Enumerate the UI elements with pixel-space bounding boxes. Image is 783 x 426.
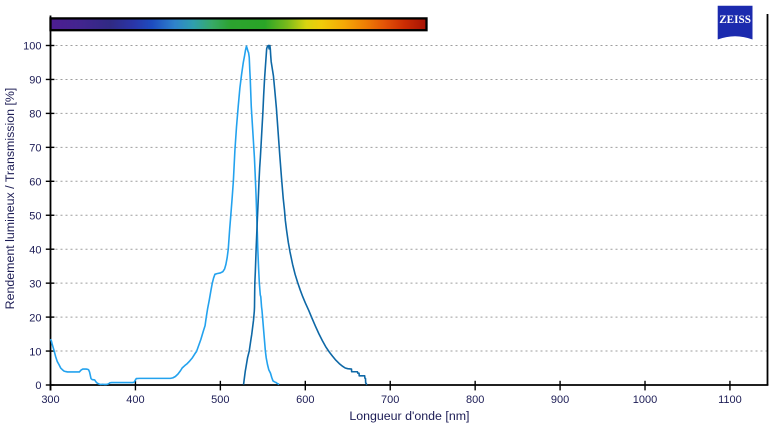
svg-text:70: 70 xyxy=(29,143,41,155)
svg-text:Longueur d'onde [nm]: Longueur d'onde [nm] xyxy=(349,409,469,423)
svg-text:20: 20 xyxy=(29,312,41,324)
svg-text:100: 100 xyxy=(23,41,41,53)
svg-text:ZEISS: ZEISS xyxy=(719,14,751,26)
svg-text:80: 80 xyxy=(29,109,41,121)
svg-text:50: 50 xyxy=(29,210,41,222)
svg-text:10: 10 xyxy=(29,346,41,358)
svg-text:300: 300 xyxy=(41,394,59,406)
svg-text:1000: 1000 xyxy=(633,394,657,406)
svg-text:Rendement lumineux / Transmiss: Rendement lumineux / Transmission [%] xyxy=(3,88,17,310)
svg-text:800: 800 xyxy=(466,394,484,406)
svg-text:90: 90 xyxy=(29,75,41,87)
svg-text:700: 700 xyxy=(381,394,399,406)
svg-text:400: 400 xyxy=(126,394,144,406)
svg-text:60: 60 xyxy=(29,177,41,189)
svg-text:0: 0 xyxy=(35,380,41,392)
svg-text:30: 30 xyxy=(29,278,41,290)
svg-text:500: 500 xyxy=(211,394,229,406)
svg-text:600: 600 xyxy=(296,394,314,406)
svg-text:900: 900 xyxy=(551,394,569,406)
svg-text:1100: 1100 xyxy=(718,394,742,406)
svg-text:40: 40 xyxy=(29,244,41,256)
